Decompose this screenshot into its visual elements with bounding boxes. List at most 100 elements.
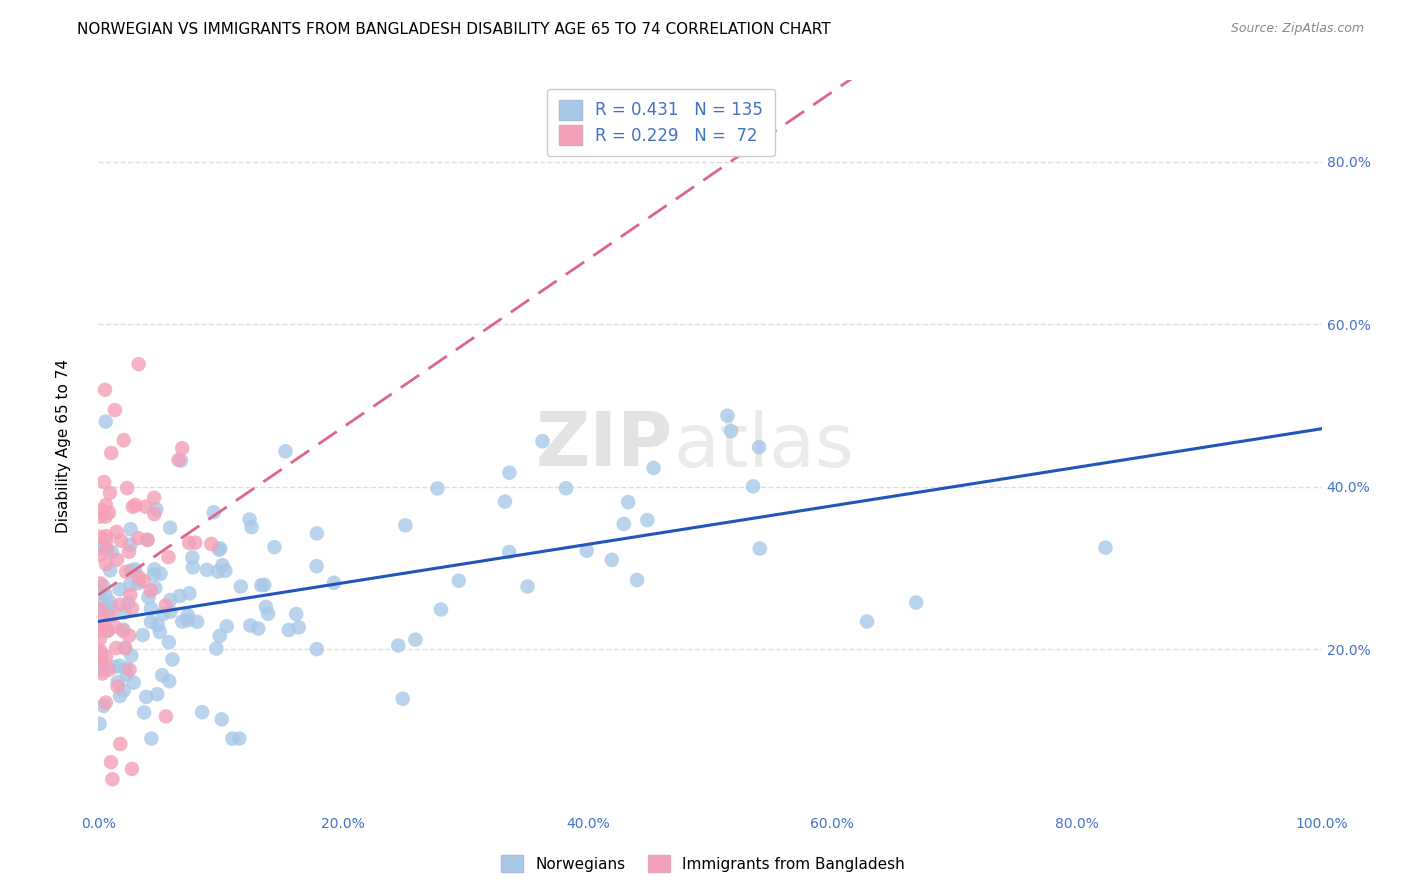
Point — [139, 615, 162, 629]
Point — [104, 660, 127, 674]
Point — [114, 640, 136, 655]
Point — [447, 574, 470, 588]
Point — [91, 666, 114, 681]
Point — [93, 475, 115, 489]
Point — [191, 705, 214, 719]
Point — [181, 560, 204, 574]
Point — [118, 663, 141, 677]
Point — [169, 589, 191, 603]
Point — [184, 535, 207, 549]
Point — [91, 612, 114, 626]
Point — [136, 533, 159, 547]
Point — [89, 530, 111, 544]
Point — [167, 453, 190, 467]
Point — [221, 731, 243, 746]
Point — [94, 696, 117, 710]
Point — [107, 675, 129, 690]
Point — [89, 643, 111, 657]
Point — [162, 652, 184, 666]
Point — [94, 415, 117, 429]
Point — [89, 651, 111, 665]
Point — [90, 652, 112, 666]
Point — [94, 587, 117, 601]
Point — [905, 595, 928, 609]
Text: Source: ZipAtlas.com: Source: ZipAtlas.com — [1230, 22, 1364, 36]
Point — [498, 545, 520, 559]
Point — [555, 481, 578, 495]
Point — [215, 619, 238, 633]
Point — [179, 536, 201, 550]
Point — [90, 598, 112, 612]
Point — [856, 615, 879, 629]
Point — [124, 498, 146, 512]
Point — [240, 520, 263, 534]
Point — [135, 690, 157, 704]
Point — [323, 575, 346, 590]
Point — [98, 506, 121, 520]
Point — [105, 524, 128, 539]
Point — [516, 580, 538, 594]
Point — [94, 557, 117, 571]
Point — [143, 507, 166, 521]
Point — [127, 576, 149, 591]
Point — [159, 605, 181, 619]
Point — [108, 598, 131, 612]
Point — [274, 444, 297, 458]
Point — [155, 709, 177, 723]
Point — [229, 580, 252, 594]
Point — [122, 675, 145, 690]
Point — [93, 539, 115, 553]
Point — [214, 564, 236, 578]
Point — [720, 424, 742, 438]
Point — [112, 623, 135, 637]
Point — [90, 623, 112, 637]
Point — [208, 542, 231, 557]
Point — [96, 624, 118, 638]
Point — [108, 689, 131, 703]
Point — [100, 755, 122, 769]
Point — [209, 541, 232, 556]
Point — [1094, 541, 1116, 555]
Point — [120, 522, 142, 536]
Point — [105, 641, 128, 656]
Point — [208, 629, 231, 643]
Point — [257, 607, 280, 621]
Point — [89, 621, 111, 635]
Point — [186, 615, 208, 629]
Legend: R = 0.431   N = 135, R = 0.229   N =  72: R = 0.431 N = 135, R = 0.229 N = 72 — [547, 88, 775, 156]
Point — [89, 603, 111, 617]
Point — [89, 602, 111, 616]
Point — [96, 542, 118, 557]
Point — [626, 573, 648, 587]
Point — [107, 679, 129, 693]
Point — [143, 491, 166, 505]
Point — [98, 608, 121, 623]
Point — [643, 461, 665, 475]
Point — [404, 632, 426, 647]
Point — [305, 526, 328, 541]
Point — [247, 622, 270, 636]
Point — [636, 513, 658, 527]
Point — [159, 521, 181, 535]
Point — [287, 620, 309, 634]
Point — [142, 567, 165, 582]
Point — [575, 544, 598, 558]
Point — [101, 772, 124, 787]
Point — [205, 641, 228, 656]
Point — [120, 648, 142, 663]
Point — [277, 623, 299, 637]
Point — [600, 553, 623, 567]
Point — [122, 500, 145, 514]
Point — [94, 383, 117, 397]
Text: Disability Age 65 to 74: Disability Age 65 to 74 — [56, 359, 70, 533]
Point — [121, 601, 143, 615]
Point — [94, 650, 117, 665]
Point — [89, 576, 111, 591]
Point — [179, 586, 201, 600]
Point — [89, 509, 111, 524]
Point — [89, 624, 111, 638]
Point — [748, 440, 770, 454]
Point — [305, 559, 328, 574]
Point — [101, 545, 124, 559]
Point — [138, 591, 160, 605]
